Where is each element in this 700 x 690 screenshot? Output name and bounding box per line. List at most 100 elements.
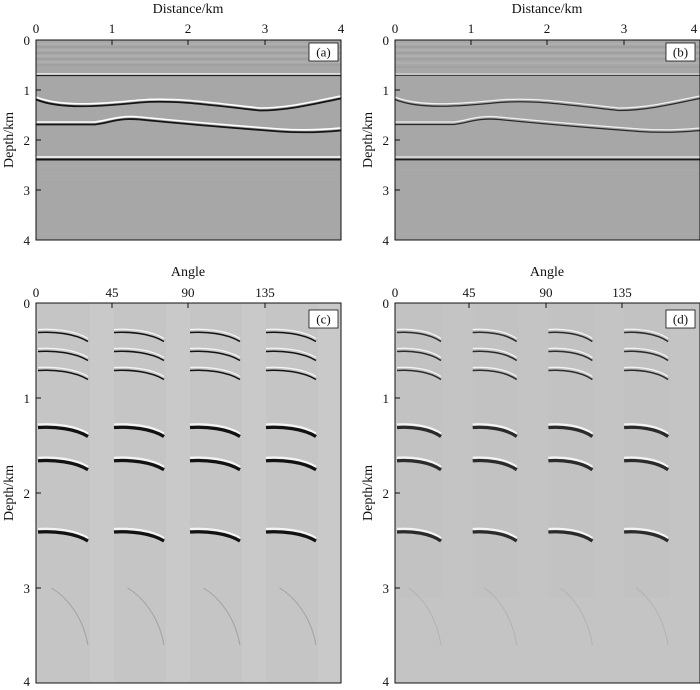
gather-strip: [190, 303, 242, 683]
panel-c: 0 45 90 135 0 1 2 3 4 Angle Depth/km (c): [2, 265, 342, 689]
gather-event: [623, 458, 670, 472]
panel-b-y-title: Depth/km: [361, 112, 376, 168]
panel-a-reflectors: [35, 73, 342, 161]
gather-event: [472, 425, 518, 438]
panel-d-tag-box: [665, 309, 696, 329]
gather-event: [396, 425, 442, 438]
gather-event: [472, 369, 518, 381]
gather-event: [37, 369, 89, 381]
gather-event-highlight: [37, 527, 89, 539]
panel-d-y-tick-1: 1: [383, 391, 390, 406]
panel-b-reflector-middle-white: [395, 115, 700, 131]
gather-event-highlight: [396, 456, 442, 468]
gather-event-highlight: [189, 328, 241, 340]
panel-c-background: [36, 303, 341, 683]
panel-c-tag-box: [308, 309, 339, 329]
panel-a-reflector-upper-white: [35, 95, 342, 109]
gather-event-highlight: [37, 423, 89, 435]
gather-event: [189, 350, 241, 362]
panel-c-x-tick-0: 0: [33, 285, 40, 300]
gather-event: [396, 369, 442, 381]
gather-tail: [484, 587, 518, 646]
gather-event-highlight: [37, 347, 89, 359]
gather-event-highlight: [624, 347, 669, 358]
panel-a-background: [36, 40, 341, 240]
gather-event: [189, 425, 241, 438]
gather-event-highlight: [189, 366, 241, 378]
gather-tail: [51, 587, 89, 646]
gather-strip: [624, 303, 671, 598]
panel-b-texture: [395, 43, 700, 177]
panel-c-y-title: Depth/km: [2, 465, 17, 521]
gather-event-highlight: [396, 347, 442, 358]
gather-strip: [114, 303, 166, 683]
panel-d-x-tick-3: 135: [612, 285, 632, 300]
gather-tail: [279, 587, 317, 646]
gather-event: [548, 425, 594, 438]
panel-b-x-tick-1: 1: [468, 21, 475, 36]
gather-event: [265, 425, 317, 438]
panel-b-x-title: Distance/km: [512, 2, 583, 17]
gather-event-highlight: [113, 527, 165, 539]
gather-event-highlight: [113, 347, 165, 359]
panel-b-y-tick-4: 4: [383, 233, 390, 248]
gather-event-highlight: [472, 347, 518, 358]
panel-c-y-tick-3: 3: [24, 581, 31, 596]
gather-event-highlight: [472, 423, 518, 435]
gather-event-highlight: [548, 347, 593, 358]
panel-d-y-tick-0: 0: [383, 296, 390, 311]
panel-c-x-ticks: 0 45 90 135: [33, 285, 275, 308]
panel-a: 0 1 2 3 4 0 1 2 3 4 Distance/km Depth/km…: [2, 2, 345, 248]
gather-event-highlight: [37, 456, 89, 468]
gather-event: [189, 331, 241, 343]
panel-d-y-tick-4: 4: [383, 674, 390, 689]
gather-event: [265, 331, 317, 343]
gather-event: [189, 458, 241, 472]
gather-event: [548, 530, 594, 543]
panel-b-x-tick-2: 2: [544, 21, 551, 36]
gather-event-highlight: [548, 328, 593, 339]
gather-event: [548, 458, 594, 472]
gather-event-highlight: [37, 366, 89, 378]
panel-a-reflector-middle-black: [36, 118, 342, 134]
panel-d-y-tick-3: 3: [383, 581, 390, 596]
panel-d-background: [395, 303, 700, 683]
gather-event: [37, 350, 89, 362]
gather-event: [189, 530, 241, 543]
gather-event-highlight: [472, 527, 518, 539]
panel-d-y-ticks: 0 1 2 3 4: [383, 296, 400, 689]
gather-tail: [408, 587, 442, 646]
panel-a-reflector-upper-black: [35, 97, 342, 112]
panel-a-y-ticks: 0 1 2 3 4: [24, 33, 41, 248]
gather-event: [113, 425, 165, 438]
gather-event: [623, 530, 670, 543]
gather-event-highlight: [265, 456, 317, 468]
gather-event: [396, 530, 442, 543]
gather-event-highlight: [624, 527, 669, 539]
gather-event-highlight: [189, 456, 241, 468]
panel-c-x-title: Angle: [171, 265, 205, 280]
panel-b-reflector-upper-black: [394, 97, 700, 112]
gather-event-highlight: [37, 328, 89, 340]
gather-tail: [127, 587, 165, 646]
panel-b-x-ticks: 0 1 2 3 4: [392, 21, 698, 45]
gather-event: [265, 369, 317, 381]
panel-b-tag-box: [665, 42, 696, 62]
gather-event-highlight: [396, 423, 442, 435]
gather-event: [472, 331, 518, 343]
panel-b-tag: (b): [673, 45, 688, 60]
gather-event-highlight: [548, 423, 594, 435]
panel-b-y-ticks: 0 1 2 3 4: [383, 33, 400, 248]
panel-b-reflectors: [394, 73, 700, 161]
panel-c-y-tick-2: 2: [24, 486, 31, 501]
gather-event-highlight: [624, 366, 669, 377]
gather-event: [113, 530, 165, 543]
panel-b-background: [395, 40, 700, 240]
panel-a-y-tick-3: 3: [24, 183, 31, 198]
gather-event-highlight: [189, 423, 241, 435]
panel-c-tag: (c): [316, 312, 330, 327]
gather-event-highlight: [265, 423, 317, 435]
gather-event: [113, 369, 165, 381]
gather-event: [37, 530, 89, 543]
